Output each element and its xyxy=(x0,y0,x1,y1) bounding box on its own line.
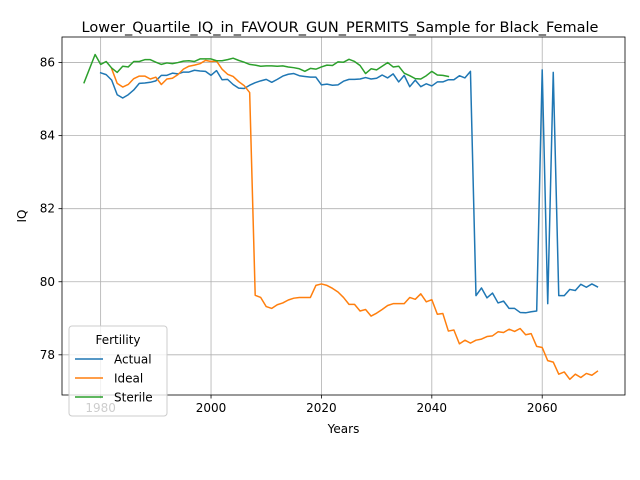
x-tick-label: 2000 xyxy=(196,401,227,415)
y-tick-label: 78 xyxy=(40,348,55,362)
y-tick-label: 82 xyxy=(40,202,55,216)
y-tick-label: 84 xyxy=(40,129,55,143)
legend: Fertility Actual Ideal Sterile xyxy=(69,326,167,416)
legend-label-actual: Actual xyxy=(114,353,152,367)
legend-title: Fertility xyxy=(95,333,140,347)
x-tick-label: 2040 xyxy=(417,401,448,415)
legend-label-sterile: Sterile xyxy=(114,391,153,405)
x-tick-label: 2020 xyxy=(306,401,337,415)
y-tick-label: 86 xyxy=(40,56,55,70)
x-axis-title: Years xyxy=(327,422,360,436)
y-tick-label: 80 xyxy=(40,275,55,289)
y-axis-title: IQ xyxy=(15,210,29,223)
x-tick-label: 2060 xyxy=(527,401,558,415)
chart-title: Lower_Quartile_IQ_in_FAVOUR_GUN_PERMITS_… xyxy=(82,20,599,36)
legend-label-ideal: Ideal xyxy=(114,372,143,386)
